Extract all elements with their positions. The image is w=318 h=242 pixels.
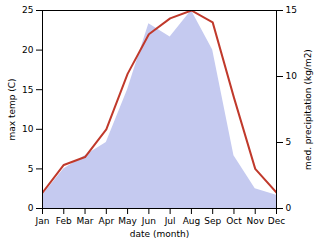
svg-text:0: 0 [28, 203, 34, 213]
svg-text:Dec: Dec [268, 216, 285, 226]
svg-text:15: 15 [22, 85, 33, 95]
svg-text:Jun: Jun [141, 216, 156, 226]
svg-text:5: 5 [286, 137, 292, 147]
svg-text:15: 15 [286, 5, 297, 15]
svg-text:Mar: Mar [77, 216, 94, 226]
svg-text:May: May [118, 216, 137, 226]
svg-text:Sep: Sep [204, 216, 221, 226]
svg-text:Oct: Oct [226, 216, 242, 226]
svg-text:25: 25 [22, 5, 33, 15]
svg-text:date (month): date (month) [130, 229, 189, 239]
svg-text:0: 0 [286, 203, 292, 213]
svg-text:Jan: Jan [35, 216, 50, 226]
svg-text:Apr: Apr [99, 216, 115, 226]
svg-text:med. precipitation (kg/m2): med. precipitation (kg/m2) [303, 49, 313, 170]
svg-text:5: 5 [28, 164, 34, 174]
svg-text:Jul: Jul [164, 216, 176, 226]
svg-text:Feb: Feb [56, 216, 72, 226]
svg-text:Nov: Nov [246, 216, 264, 226]
svg-text:Aug: Aug [183, 216, 201, 226]
svg-text:max temp (C): max temp (C) [7, 78, 17, 140]
svg-text:10: 10 [286, 71, 298, 81]
svg-text:10: 10 [22, 124, 34, 134]
svg-text:20: 20 [22, 45, 34, 55]
